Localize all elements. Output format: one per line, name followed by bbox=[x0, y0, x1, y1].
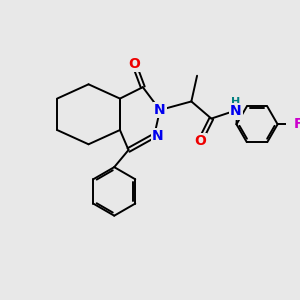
Text: H: H bbox=[231, 97, 240, 107]
Text: F: F bbox=[294, 117, 300, 131]
Text: N: N bbox=[152, 129, 164, 143]
Text: O: O bbox=[194, 134, 206, 148]
Text: N: N bbox=[154, 103, 166, 117]
Text: N: N bbox=[230, 104, 242, 118]
Text: O: O bbox=[128, 57, 140, 71]
